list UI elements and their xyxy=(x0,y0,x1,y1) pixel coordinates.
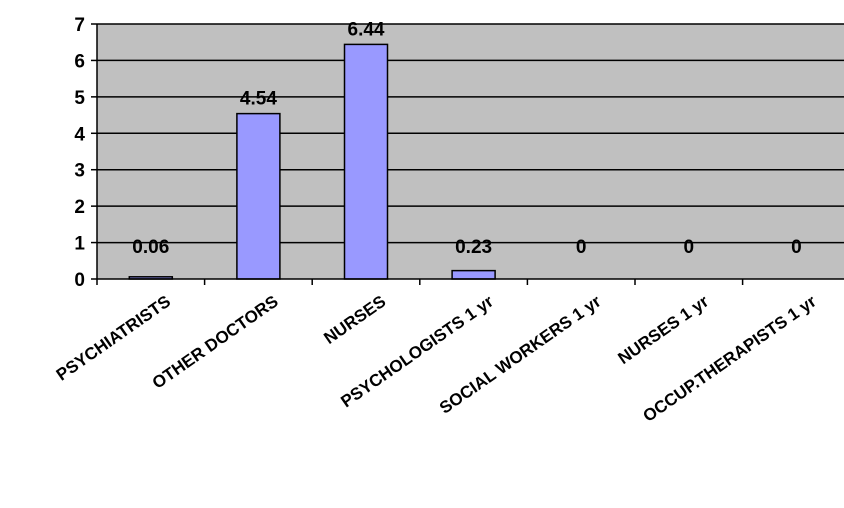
data-label: 0.23 xyxy=(455,237,492,258)
data-labels: 0.06 4.54 6.44 0.23 0 0 0 xyxy=(132,19,801,258)
y-tick-label: 0 xyxy=(74,270,85,291)
data-label: 0 xyxy=(576,237,587,258)
y-tick-labels: 0 1 2 3 4 5 6 7 xyxy=(74,15,85,291)
category-label: PSYCHIATRISTS xyxy=(53,292,174,385)
plot-area xyxy=(97,24,844,279)
y-tick-label: 1 xyxy=(74,234,85,255)
gridlines xyxy=(97,23,844,244)
y-tick-label: 3 xyxy=(74,161,85,182)
y-tick-label: 5 xyxy=(74,88,85,109)
bar xyxy=(343,43,389,280)
data-label: 4.54 xyxy=(240,89,277,110)
data-label: 6.44 xyxy=(348,19,385,40)
data-label: 0 xyxy=(684,237,695,258)
category-label: OCCUP.THERAPISTS 1 yr xyxy=(640,291,820,425)
y-tick-label: 4 xyxy=(74,124,85,145)
axes xyxy=(91,23,844,285)
category-label: NURSES xyxy=(320,292,389,348)
category-label: NURSES 1 yr xyxy=(615,291,713,367)
y-tick-label: 7 xyxy=(74,15,85,36)
bars xyxy=(128,43,496,280)
y-tick-label: 2 xyxy=(74,197,85,218)
bar xyxy=(451,269,496,280)
data-label: 0 xyxy=(791,237,802,258)
data-label: 0.06 xyxy=(132,237,169,258)
bar xyxy=(236,112,281,280)
y-tick-label: 6 xyxy=(74,51,85,72)
